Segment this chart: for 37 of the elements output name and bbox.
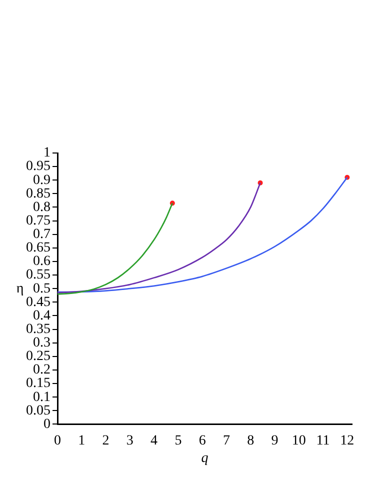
- x-tick-label: 6: [198, 433, 206, 448]
- y-tick-label: 0.2: [33, 362, 50, 378]
- y-tick-label: 0.55: [26, 268, 50, 283]
- y-tick-label: 0.35: [26, 322, 50, 337]
- y-tick-label: 0.45: [26, 294, 50, 310]
- x-tick-label: 12: [340, 433, 354, 448]
- y-tick-label: 0.7: [33, 227, 50, 242]
- y-tick-label: 1: [44, 146, 50, 161]
- line-series: [58, 202, 174, 295]
- y-tick-label: 0.9: [33, 172, 50, 188]
- x-tick-label: 11: [316, 433, 330, 448]
- y-tick-label: 0.95: [26, 159, 50, 174]
- y-tick-label: 0.3: [33, 336, 50, 351]
- y-tick-label: 0: [44, 416, 50, 432]
- y-tick-label: 0.5: [33, 281, 50, 296]
- y-tick-label: 0.85: [26, 186, 50, 202]
- y-tick-label: 0.75: [26, 213, 50, 228]
- y-tick-label: 0.4: [33, 308, 50, 324]
- y-tick-label: 0.8: [33, 200, 50, 215]
- y-tick-label: 0.65: [26, 240, 50, 256]
- y-tick-label: 0.6: [33, 254, 50, 270]
- x-tick-label: 4: [150, 433, 158, 448]
- y-tick-label: 0.1: [33, 390, 50, 405]
- x-tick-label: 1: [78, 433, 86, 448]
- x-tick-label: 3: [126, 433, 134, 448]
- x-tick-label: 8: [247, 433, 254, 448]
- y-tick-label: 0.15: [26, 376, 50, 392]
- x-tick-label: 2: [102, 433, 110, 448]
- y-tick-label: 0.25: [26, 349, 50, 364]
- y-tick-label: 0.05: [26, 403, 50, 418]
- x-axis-title: q: [201, 450, 208, 466]
- y-axis-title: η: [16, 281, 24, 296]
- x-tick-label: 5: [174, 433, 182, 448]
- x-tick-label: 0: [54, 433, 61, 448]
- x-tick-label: 10: [292, 433, 306, 448]
- x-tick-label: 7: [222, 433, 230, 448]
- x-tick-label: 9: [271, 433, 278, 448]
